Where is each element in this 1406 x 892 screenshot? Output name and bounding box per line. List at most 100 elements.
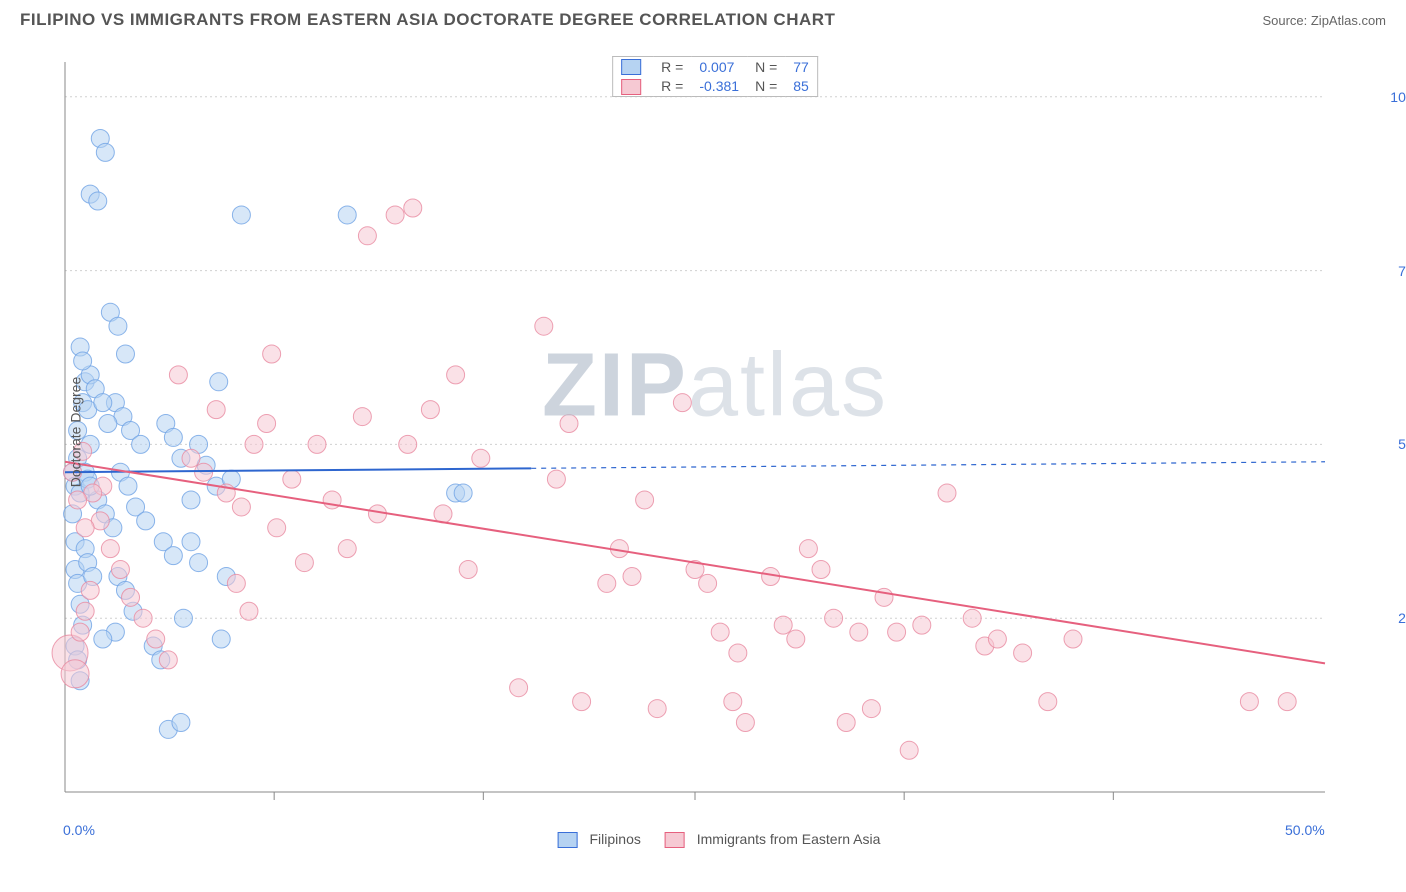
marker-immigrants-eastern-asia [938, 484, 956, 502]
marker-filipinos [164, 428, 182, 446]
marker-filipinos [212, 630, 230, 648]
legend-item: Immigrants from Eastern Asia [657, 831, 881, 847]
correlation-chart: Doctorate Degree ZIPatlas R =0.007N =77R… [50, 52, 1380, 812]
marker-immigrants-eastern-asia [888, 623, 906, 641]
marker-immigrants-eastern-asia [1039, 693, 1057, 711]
marker-filipinos [89, 192, 107, 210]
marker-filipinos [99, 415, 117, 433]
marker-immigrants-eastern-asia [560, 415, 578, 433]
marker-immigrants-eastern-asia [900, 741, 918, 759]
marker-immigrants-eastern-asia [399, 435, 417, 453]
marker-immigrants-eastern-asia [913, 616, 931, 634]
marker-immigrants-eastern-asia [240, 602, 258, 620]
marker-filipinos [182, 491, 200, 509]
marker-immigrants-eastern-asia [353, 408, 371, 426]
marker-immigrants-eastern-asia [837, 713, 855, 731]
marker-immigrants-eastern-asia [724, 693, 742, 711]
marker-filipinos [116, 345, 134, 363]
marker-immigrants-eastern-asia [729, 644, 747, 662]
marker-immigrants-eastern-asia [799, 540, 817, 558]
marker-immigrants-eastern-asia [434, 505, 452, 523]
legend-stat-row: R =0.007N =77 [613, 57, 818, 77]
marker-filipinos [109, 317, 127, 335]
legend-swatch [665, 832, 685, 848]
marker-immigrants-eastern-asia [648, 700, 666, 718]
marker-immigrants-eastern-asia [736, 713, 754, 731]
marker-immigrants-eastern-asia [573, 693, 591, 711]
marker-immigrants-eastern-asia [227, 574, 245, 592]
y-tick-label: 5.0% [1398, 436, 1406, 452]
marker-immigrants-eastern-asia [598, 574, 616, 592]
marker-immigrants-eastern-asia [61, 660, 89, 688]
marker-immigrants-eastern-asia [111, 561, 129, 579]
marker-immigrants-eastern-asia [1064, 630, 1082, 648]
marker-immigrants-eastern-asia [825, 609, 843, 627]
marker-immigrants-eastern-asia [101, 540, 119, 558]
marker-immigrants-eastern-asia [76, 519, 94, 537]
x-tick-label: 50.0% [1285, 822, 1325, 838]
marker-immigrants-eastern-asia [459, 561, 477, 579]
legend-swatch [621, 59, 641, 75]
marker-immigrants-eastern-asia [510, 679, 528, 697]
marker-immigrants-eastern-asia [988, 630, 1006, 648]
marker-immigrants-eastern-asia [268, 519, 286, 537]
marker-immigrants-eastern-asia [623, 567, 641, 585]
marker-immigrants-eastern-asia [673, 394, 691, 412]
marker-immigrants-eastern-asia [338, 540, 356, 558]
trendline-filipinos-extrapolated [531, 462, 1325, 469]
marker-filipinos [94, 394, 112, 412]
marker-immigrants-eastern-asia [122, 588, 140, 606]
marker-immigrants-eastern-asia [245, 435, 263, 453]
marker-immigrants-eastern-asia [447, 366, 465, 384]
marker-filipinos [132, 435, 150, 453]
marker-immigrants-eastern-asia [812, 561, 830, 579]
page-title: FILIPINO VS IMMIGRANTS FROM EASTERN ASIA… [20, 10, 835, 30]
marker-immigrants-eastern-asia [258, 415, 276, 433]
marker-immigrants-eastern-asia [134, 609, 152, 627]
marker-immigrants-eastern-asia [1014, 644, 1032, 662]
marker-immigrants-eastern-asia [711, 623, 729, 641]
marker-immigrants-eastern-asia [81, 581, 99, 599]
marker-immigrants-eastern-asia [404, 199, 422, 217]
trendline-immigrants-eastern-asia [65, 462, 1325, 664]
marker-immigrants-eastern-asia [850, 623, 868, 641]
marker-immigrants-eastern-asia [636, 491, 654, 509]
marker-immigrants-eastern-asia [699, 574, 717, 592]
marker-filipinos [338, 206, 356, 224]
marker-immigrants-eastern-asia [472, 449, 490, 467]
marker-immigrants-eastern-asia [308, 435, 326, 453]
marker-immigrants-eastern-asia [1240, 693, 1258, 711]
legend-series: Filipinos Immigrants from Eastern Asia [542, 831, 889, 848]
source-label: Source: ZipAtlas.com [1262, 13, 1386, 28]
legend-stats: R =0.007N =77R =-0.381N =85 [612, 56, 818, 97]
marker-filipinos [164, 547, 182, 565]
marker-immigrants-eastern-asia [386, 206, 404, 224]
marker-immigrants-eastern-asia [963, 609, 981, 627]
marker-immigrants-eastern-asia [547, 470, 565, 488]
marker-filipinos [182, 533, 200, 551]
y-tick-label: 10.0% [1390, 89, 1406, 105]
marker-filipinos [96, 143, 114, 161]
plot-svg [50, 52, 1380, 812]
marker-filipinos [232, 206, 250, 224]
marker-filipinos [174, 609, 192, 627]
trendline-filipinos [65, 468, 531, 472]
marker-filipinos [137, 512, 155, 530]
marker-immigrants-eastern-asia [774, 616, 792, 634]
marker-immigrants-eastern-asia [368, 505, 386, 523]
y-axis-label: Doctorate Degree [67, 377, 83, 488]
marker-immigrants-eastern-asia [71, 623, 89, 641]
marker-immigrants-eastern-asia [69, 491, 87, 509]
marker-filipinos [94, 630, 112, 648]
marker-immigrants-eastern-asia [787, 630, 805, 648]
marker-immigrants-eastern-asia [862, 700, 880, 718]
marker-immigrants-eastern-asia [358, 227, 376, 245]
marker-filipinos [74, 352, 92, 370]
marker-immigrants-eastern-asia [159, 651, 177, 669]
y-tick-label: 7.5% [1398, 263, 1406, 279]
legend-stat-row: R =-0.381N =85 [613, 76, 818, 96]
marker-immigrants-eastern-asia [232, 498, 250, 516]
marker-immigrants-eastern-asia [421, 401, 439, 419]
marker-immigrants-eastern-asia [182, 449, 200, 467]
legend-swatch [558, 832, 578, 848]
